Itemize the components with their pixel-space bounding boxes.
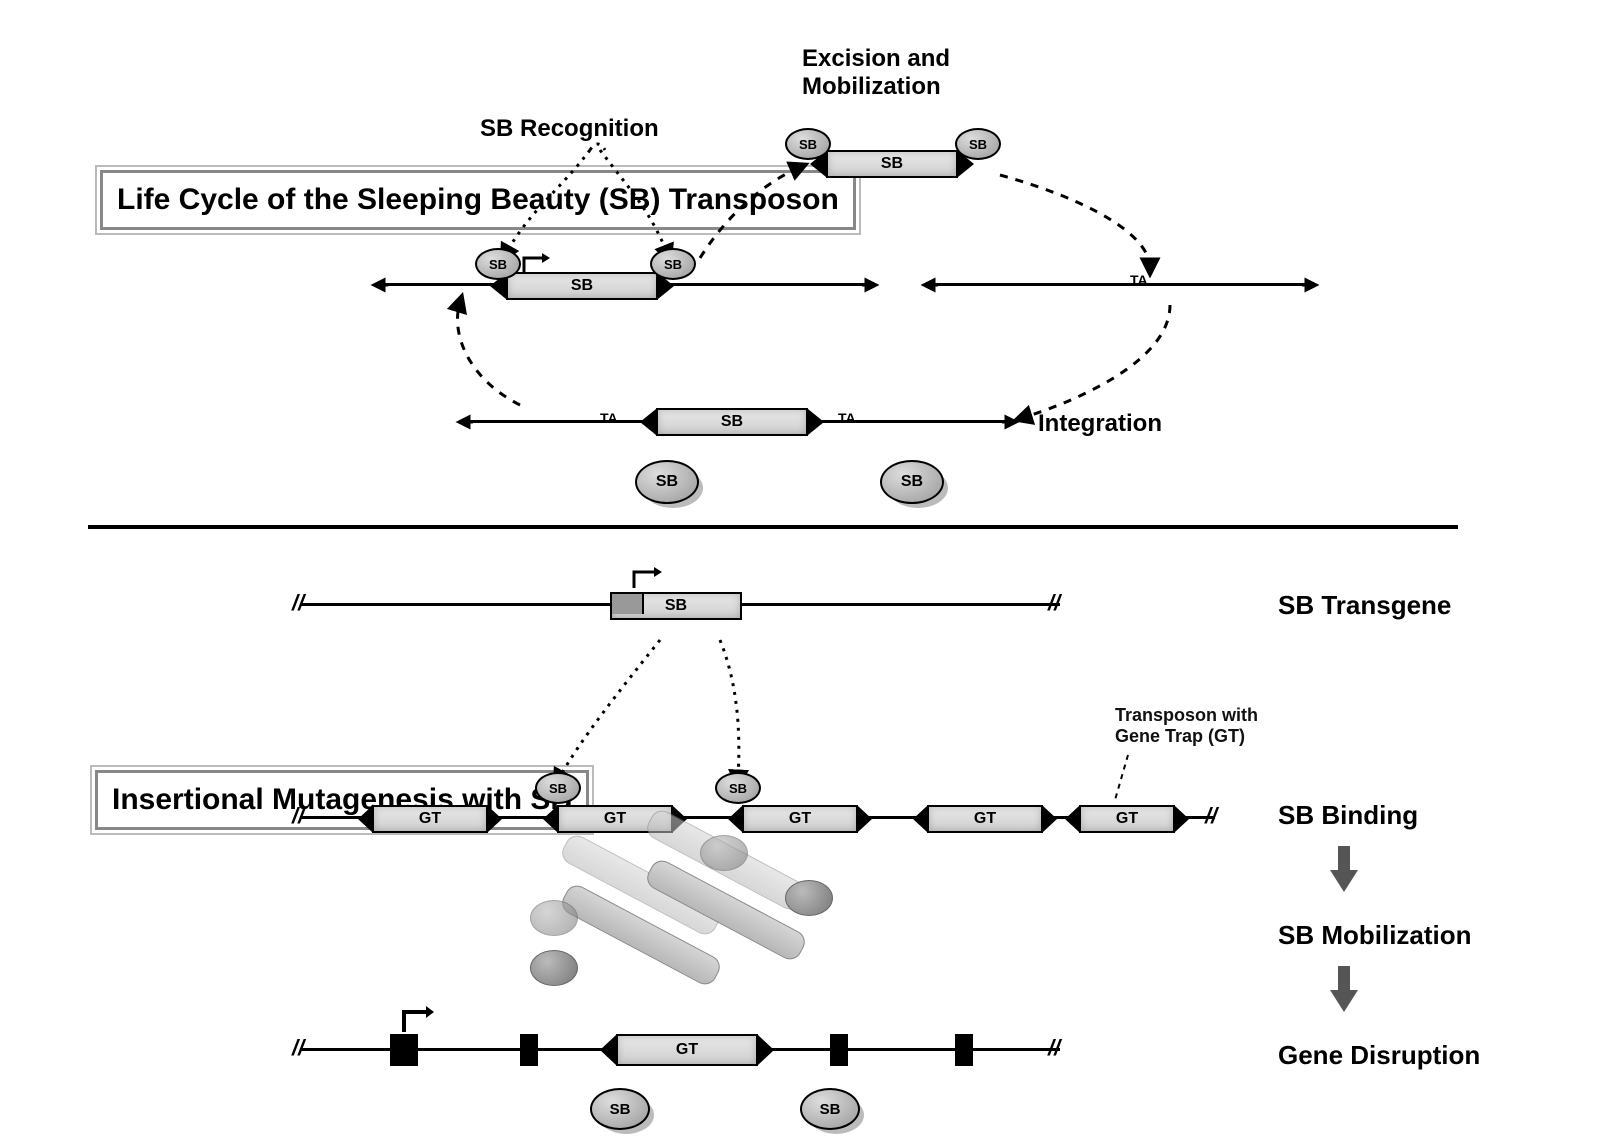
section-divider [88,525,1458,529]
label-integration: Integration [1038,410,1162,438]
binding-sb-oval-2: SB [715,772,761,804]
exon-2 [520,1034,538,1066]
sb-oval-label: SB [664,257,682,272]
hash-2: // [1048,590,1060,616]
transgene-cassette-label: SB [665,597,687,615]
mobil-ball-1 [530,900,578,936]
gt-cassette-5: GT [1065,805,1189,833]
integrated-cassette: SB [640,408,824,436]
excised-sb-oval-left: SB [785,128,831,160]
integrated-ta-right: TA [838,410,856,426]
free-sb-oval-2: SB [880,460,944,504]
gene-gt-label: GT [676,1041,698,1059]
title-life-cycle: Life Cycle of the Sleeping Beauty (SB) T… [100,170,856,230]
source-cassette-label: SB [571,277,593,295]
binding-sb-oval-1: SB [535,772,581,804]
sb-oval-label: SB [489,257,507,272]
sb-oval-label: SB [656,473,678,491]
sb-oval-label: SB [969,137,987,152]
gt-cassette-4: GT [913,805,1057,833]
gt-cassette-3: GT [728,805,872,833]
source-sb-oval-right: SB [650,248,696,280]
label-sb-mobilization: SB Mobilization [1278,920,1472,951]
target-ta-label: TA [1130,272,1148,288]
hash-3: // [292,803,304,829]
gt-label: GT [974,810,996,828]
sb-oval-label: SB [549,781,567,796]
target-dna-line [930,283,1310,286]
sb-oval-label: SB [901,473,923,491]
mobil-ball-3 [530,950,578,986]
excised-cassette-label: SB [881,155,903,173]
sb-oval-label: SB [799,137,817,152]
big-arrow-2 [1330,966,1358,1017]
exon-4 [955,1034,973,1066]
title-life-cycle-text: Life Cycle of the Sleeping Beauty (SB) T… [117,183,839,216]
gt-cassette-1: GT [358,805,502,833]
title-insertional-mutagenesis: Insertional Mutagenesis with SB [95,770,589,830]
mobil-ball-2 [700,835,748,871]
big-arrow-1 [1330,846,1358,897]
source-cassette: SB [490,272,674,300]
excised-sb-oval-right: SB [955,128,1001,160]
source-promoter-icon [520,252,550,281]
title-mutagenesis-text: Insertional Mutagenesis with SB [112,783,572,816]
leftover-sb-oval-1: SB [590,1088,650,1130]
diagram-root: Life Cycle of the Sleeping Beauty (SB) T… [0,0,1608,1142]
sb-oval-label: SB [820,1101,841,1118]
mobil-ball-4 [785,880,833,916]
label-gt-note: Transposon with Gene Trap (GT) [1115,705,1258,747]
label-recognition: SB Recognition [480,115,659,143]
hash-1: // [292,590,304,616]
gene-gt-cassette: GT [600,1034,774,1066]
exon-3 [830,1034,848,1066]
source-sb-oval-left: SB [475,248,521,280]
sb-oval-label: SB [610,1101,631,1118]
integrated-ta-left: TA [600,410,618,426]
integrated-cassette-label: SB [721,413,743,431]
excised-cassette: SB [810,150,974,178]
label-gene-disruption: Gene Disruption [1278,1040,1480,1071]
gt-label: GT [789,810,811,828]
leftover-sb-oval-2: SB [800,1088,860,1130]
hash-5: // [292,1035,304,1061]
free-sb-oval-1: SB [635,460,699,504]
transgene-cassette-inner [612,594,644,614]
gene-promoter-icon [400,1006,434,1041]
gt-label: GT [604,810,626,828]
label-excision: Excision and Mobilization [802,45,950,101]
gt-label: GT [419,810,441,828]
gt-label: GT [1116,810,1138,828]
transgene-promoter-icon [630,566,662,597]
label-sb-transgene: SB Transgene [1278,590,1451,621]
hash-4: // [1205,803,1217,829]
hash-6: // [1048,1035,1060,1061]
sb-oval-label: SB [729,781,747,796]
label-sb-binding: SB Binding [1278,800,1418,831]
